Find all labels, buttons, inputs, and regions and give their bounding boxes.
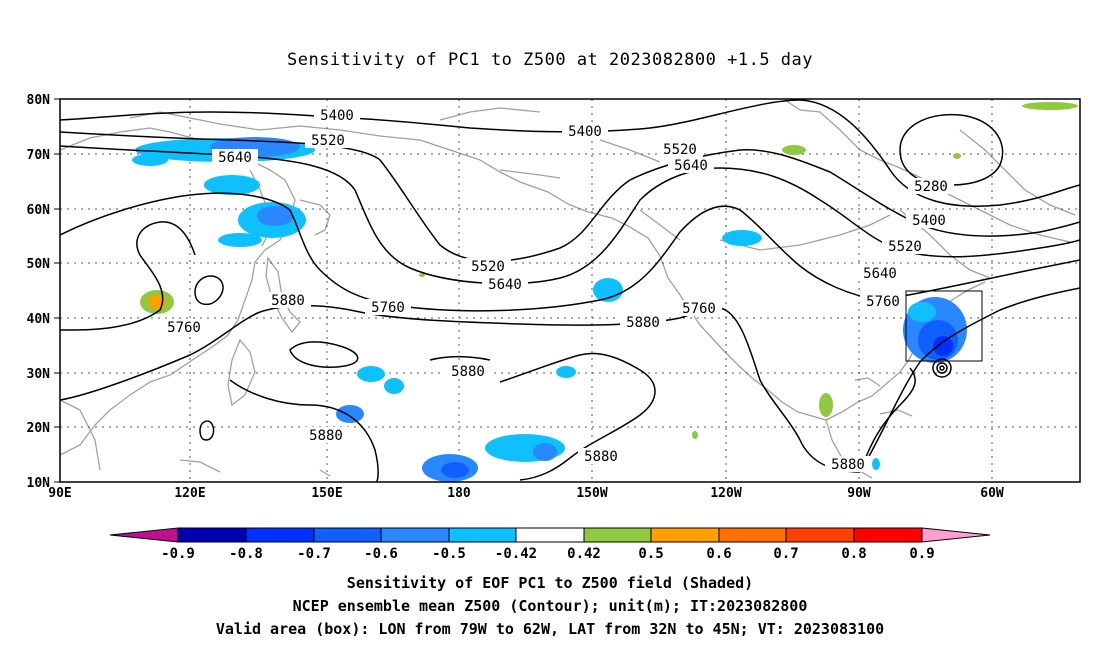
colorbar-label: -0.9 bbox=[161, 546, 195, 562]
contour-loop5 bbox=[939, 365, 945, 371]
contour-5880-gulf bbox=[499, 352, 656, 481]
colorbar-swatch bbox=[718, 527, 787, 543]
contour-label: 5880 bbox=[451, 364, 485, 380]
contour-loop2 bbox=[199, 420, 215, 441]
contour-label: 5760 bbox=[866, 294, 900, 310]
lon-label: 180 bbox=[447, 486, 471, 501]
colorbar-label: 0.6 bbox=[706, 546, 731, 562]
colorbar-swatch bbox=[177, 527, 247, 543]
contour-label: 5760 bbox=[371, 300, 405, 316]
contour-5400-west bbox=[60, 99, 801, 133]
coastlines bbox=[60, 99, 1076, 479]
contour-label: 5400 bbox=[320, 108, 354, 124]
contour-label: 5280 bbox=[914, 179, 948, 195]
contour-5520-east bbox=[909, 219, 1080, 237]
colorbar-label: -0.6 bbox=[364, 546, 398, 562]
contour-label: 5880 bbox=[584, 449, 618, 465]
contour-loop1 bbox=[194, 275, 224, 306]
colorbar-swatch bbox=[515, 527, 585, 543]
colorbar-label: 0.7 bbox=[773, 546, 798, 562]
colorbar-label: -0.7 bbox=[297, 546, 331, 562]
contour-5880-east2 bbox=[859, 367, 916, 473]
lat-label: 80N bbox=[27, 93, 51, 108]
latitude-labels: 80N 70N 60N 50N 40N 30N 20N 10N bbox=[27, 93, 51, 491]
plot-frame bbox=[59, 98, 1081, 483]
contour-5640-east bbox=[899, 239, 1080, 258]
contour-label: 5520 bbox=[471, 259, 505, 275]
contour-5880-pacific bbox=[289, 341, 359, 368]
contour-label: 5880 bbox=[626, 315, 660, 331]
contour-label: 5400 bbox=[912, 213, 946, 229]
axis-ticks bbox=[54, 98, 60, 483]
contour-label: 5640 bbox=[674, 158, 708, 174]
lat-label: 10N bbox=[27, 476, 51, 491]
contour-label: 5640 bbox=[488, 277, 522, 293]
caption-shading: Sensitivity of EOF PC1 to Z500 field (Sh… bbox=[346, 574, 754, 592]
lon-label: 120E bbox=[174, 486, 205, 501]
contour-label: 5520 bbox=[663, 142, 697, 158]
lat-label: 60N bbox=[27, 203, 51, 218]
caption-contour: NCEP ensemble mean Z500 (Contour); unit(… bbox=[292, 597, 808, 615]
colorbar-label: 0.8 bbox=[841, 546, 866, 562]
lon-label: 90W bbox=[847, 486, 871, 501]
colorbar bbox=[109, 527, 991, 543]
contour-5280 bbox=[899, 113, 1004, 186]
colorbar-swatch bbox=[313, 527, 382, 543]
longitude-labels: 90E 120E 150E 180 150W 120W 90W 60W bbox=[48, 486, 1004, 501]
colorbar-label: -0.42 bbox=[495, 546, 537, 562]
contour-label: 5760 bbox=[682, 301, 716, 317]
caption-valid-area: Valid area (box): LON from 79W to 62W, L… bbox=[215, 620, 885, 638]
contour-5880-pacific2 bbox=[429, 355, 491, 361]
colorbar-label: 0.9 bbox=[909, 546, 934, 562]
colorbar-swatch bbox=[650, 527, 720, 543]
colorbar-swatch bbox=[448, 527, 517, 543]
colorbar-label: 0.42 bbox=[567, 546, 601, 562]
colorbar-swatch bbox=[785, 527, 855, 543]
contour-label: 5520 bbox=[888, 239, 922, 255]
contour-label: 5520 bbox=[311, 133, 345, 149]
contour-label: 5640 bbox=[863, 266, 897, 282]
contour-label: 5880 bbox=[309, 428, 343, 444]
colorbar-label: -0.5 bbox=[432, 546, 466, 562]
colorbar-swatch bbox=[921, 527, 991, 543]
contour-5520-west bbox=[60, 131, 911, 262]
colorbar-labels: -0.9 -0.8 -0.7 -0.6 -0.5 -0.42 0.42 0.5 … bbox=[161, 546, 935, 562]
lat-label: 50N bbox=[27, 257, 51, 272]
lon-label: 60W bbox=[980, 486, 1004, 501]
contour-5880-west2 bbox=[229, 379, 379, 482]
contour-5760-west bbox=[60, 192, 881, 312]
lon-label: 150W bbox=[576, 486, 607, 501]
contour-loop4 bbox=[936, 362, 948, 374]
contour-label: 5880 bbox=[271, 293, 305, 309]
lat-label: 30N bbox=[27, 367, 51, 382]
lon-label: 120W bbox=[710, 486, 741, 501]
colorbar-swatch bbox=[853, 527, 923, 543]
lon-label: 90E bbox=[48, 486, 71, 501]
z500-contours bbox=[60, 99, 1080, 482]
contour-label: 5880 bbox=[831, 457, 865, 473]
colorbar-swatch bbox=[245, 527, 315, 543]
lat-label: 20N bbox=[27, 421, 51, 436]
colorbar-swatch bbox=[109, 527, 179, 543]
contour-5760-lower bbox=[60, 221, 196, 331]
contour-labels: 5400 5520 5640 5400 5520 5640 5280 5400 … bbox=[161, 107, 954, 473]
map-title: Sensitivity of PC1 to Z500 at 2023082800… bbox=[286, 50, 813, 70]
contour-5400-east bbox=[799, 99, 1080, 207]
contour-label: 5760 bbox=[167, 320, 201, 336]
contour-label: 5640 bbox=[218, 150, 252, 166]
colorbar-swatch bbox=[380, 527, 450, 543]
contour-label: 5400 bbox=[568, 124, 602, 140]
colorbar-label: 0.5 bbox=[638, 546, 663, 562]
contour-5880-main bbox=[60, 304, 861, 473]
valid-area-box bbox=[905, 290, 983, 362]
colorbar-label: -0.8 bbox=[229, 546, 263, 562]
lon-label: 150E bbox=[311, 486, 342, 501]
contour-loop3 bbox=[932, 358, 952, 378]
colorbar-swatch bbox=[583, 527, 652, 543]
lat-label: 40N bbox=[27, 312, 51, 327]
contour-5880-box bbox=[859, 287, 1080, 473]
contour-5760-east bbox=[879, 259, 1080, 301]
lat-label: 70N bbox=[27, 148, 51, 163]
